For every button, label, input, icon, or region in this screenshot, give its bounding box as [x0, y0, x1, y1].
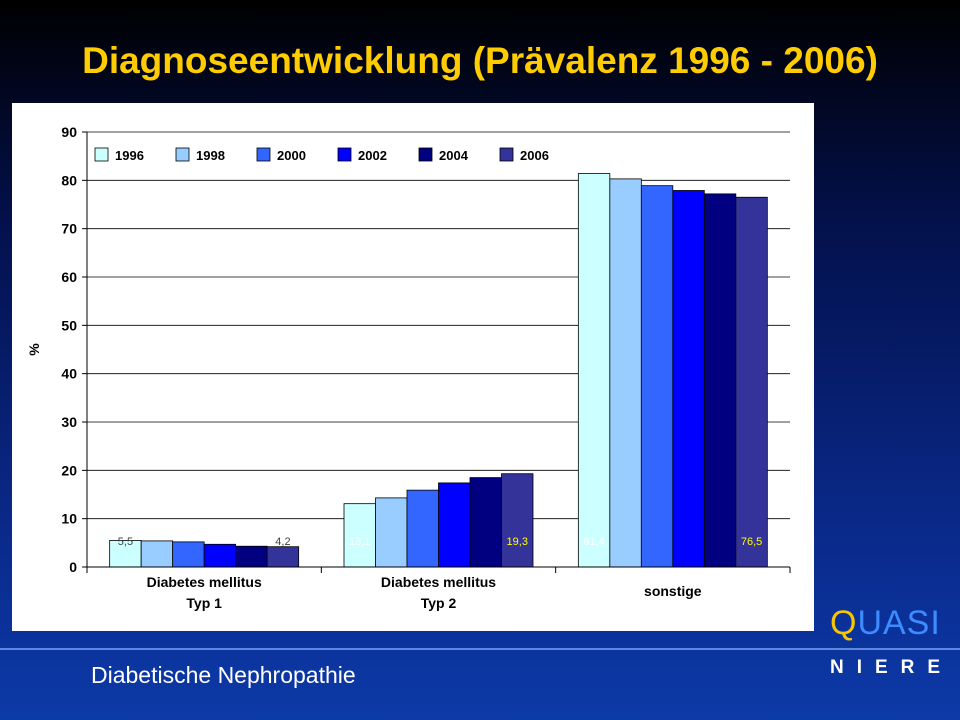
- data-label: 5,5: [118, 536, 133, 548]
- y-tick-label: 90: [61, 124, 77, 140]
- y-axis-label: %: [26, 343, 42, 356]
- legend-swatch-2006: [499, 147, 514, 162]
- bar-2006-cat1: [501, 473, 534, 568]
- logo-sub: NIERE: [830, 657, 954, 678]
- logo-main: QUASI: [830, 604, 941, 643]
- y-tick-label: 60: [61, 269, 77, 285]
- y-tick-label: 10: [61, 511, 77, 527]
- bar-chart: 0 10 20 30 40 50 60 70 80 90% Diabetes mellitus Typ…: [26, 124, 791, 611]
- x-category-label: Typ 1: [186, 595, 222, 611]
- bar-2004-cat1: [469, 477, 502, 568]
- legend-label: 2002: [358, 148, 387, 163]
- legend-label: 1996: [115, 148, 144, 163]
- bar-1996-cat1: [343, 503, 376, 568]
- x-category-label: Diabetes mellitus: [147, 574, 262, 590]
- legend-label: 2000: [277, 148, 306, 163]
- y-tick-label: 40: [61, 366, 77, 382]
- y-tick-label: 50: [61, 317, 77, 333]
- bar-2000-cat1: [406, 489, 439, 568]
- y-tick-label: 20: [61, 462, 77, 478]
- legend-label: 1998: [196, 148, 225, 163]
- x-category-label: sonstige: [644, 583, 702, 599]
- slide-title: Diagnoseentwicklung (Prävalenz 1996 - 20…: [82, 40, 878, 81]
- bar-1996-cat2: [577, 173, 611, 568]
- bar-2004-cat2: [703, 193, 737, 568]
- footer-text: Diabetische Nephropathie: [91, 662, 356, 688]
- bar-2004-cat0: [235, 545, 268, 568]
- data-label: 4,2: [275, 536, 290, 548]
- bar-2006-cat2: [735, 196, 768, 568]
- bar-2000-cat0: [172, 541, 205, 568]
- data-label: 76,5: [741, 536, 762, 548]
- logo-main-uas: UAS: [857, 604, 931, 642]
- y-tick-label: 70: [61, 221, 77, 237]
- x-category-label: Diabetes mellitus: [381, 574, 496, 590]
- legend-swatch-1996: [94, 147, 109, 162]
- legend-label: 2006: [520, 148, 549, 163]
- logo-main-i: I: [930, 604, 941, 642]
- legend-swatch-2004: [418, 147, 433, 162]
- data-label: 19,3: [507, 536, 528, 548]
- x-category-label: Typ 2: [421, 595, 457, 611]
- bar-1998-cat2: [609, 178, 642, 568]
- bar-1998-cat0: [140, 540, 174, 568]
- bar-2002-cat1: [438, 482, 471, 568]
- data-label: 81,4: [583, 536, 604, 548]
- y-tick-label: 0: [69, 559, 77, 575]
- quasi-niere-logo: QUASI NIERE: [826, 602, 956, 682]
- bar-2002-cat2: [672, 190, 705, 568]
- legend-label: 2004: [439, 148, 469, 163]
- legend-swatch-1998: [175, 147, 190, 162]
- logo-main-q: Q: [830, 604, 858, 642]
- chart-panel: 0 10 20 30 40 50 60 70 80 90% Diabetes mellitus Typ…: [12, 103, 814, 631]
- y-tick-label: 30: [61, 414, 77, 430]
- bar-2002-cat0: [203, 543, 237, 568]
- data-label: 13,1: [349, 536, 370, 548]
- y-tick-label: 80: [61, 172, 77, 188]
- footer-divider: [0, 648, 960, 650]
- bar-1998-cat1: [375, 497, 408, 568]
- legend-swatch-2000: [256, 147, 271, 162]
- bar-2000-cat2: [640, 185, 674, 568]
- bar-2006-cat0: [266, 546, 300, 568]
- legend-swatch-2002: [337, 147, 352, 162]
